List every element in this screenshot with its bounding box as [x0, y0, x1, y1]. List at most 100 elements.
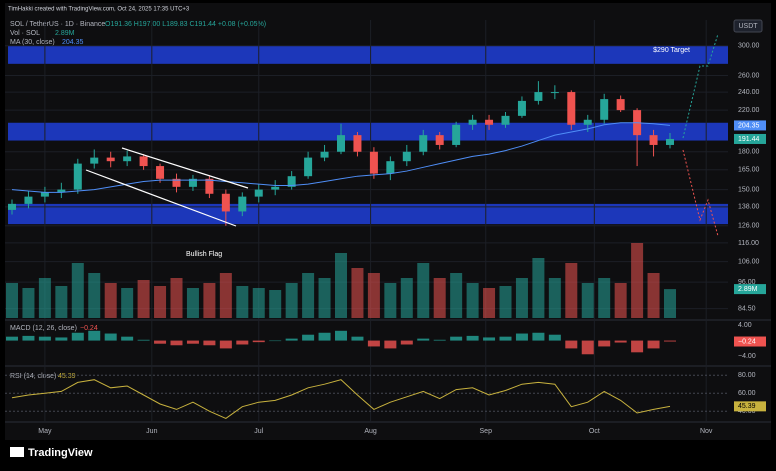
candle-body	[24, 196, 33, 204]
candle-body	[90, 157, 99, 164]
candle-body	[468, 119, 477, 125]
y-tick-label: −4.00	[738, 353, 756, 360]
candle-body	[123, 156, 132, 162]
rsi-line	[11, 379, 671, 419]
volume-bar	[647, 273, 660, 318]
candle-body	[583, 119, 592, 125]
volume-label: 2.89M	[738, 286, 758, 293]
currency-box[interactable]	[733, 19, 763, 33]
candle-body	[139, 156, 148, 167]
macd-bar	[318, 332, 331, 341]
ma-value: 204.35	[62, 39, 84, 46]
macd-bar	[88, 330, 101, 341]
y-tick-label: 150.00	[738, 186, 760, 193]
currency[interactable]: USDT	[738, 23, 758, 30]
last-price-label-bg	[734, 133, 766, 144]
ma-price-label: 204.35	[738, 122, 760, 129]
flag-note: Bullish Flag	[186, 251, 222, 258]
symbol-title: SOL / TetherUS · 1D · Binance	[10, 21, 105, 28]
y-tick-label: 138.00	[738, 204, 760, 211]
macd-bar	[104, 333, 117, 341]
volume-bar	[335, 253, 347, 318]
volume-bar	[88, 273, 101, 318]
macd-bar	[598, 340, 611, 347]
candle-body	[156, 166, 165, 179]
bull-projection	[682, 33, 719, 139]
macd-bar	[302, 334, 315, 341]
ma-line	[11, 122, 671, 193]
zone	[8, 203, 728, 225]
macd-bar	[384, 340, 397, 349]
rsi-title: RSI (14, close)	[10, 373, 56, 380]
zone	[8, 45, 728, 64]
candle-body	[254, 189, 263, 197]
volume-bar	[433, 278, 446, 318]
logo: TradingView	[28, 447, 93, 459]
candle-body	[287, 176, 296, 187]
candle-body	[40, 192, 49, 197]
macd-bar	[565, 340, 578, 349]
candle-body	[57, 189, 66, 193]
candle-body	[205, 178, 214, 194]
y-tick-label: 4.00	[738, 322, 752, 329]
flag-line	[85, 169, 237, 227]
candle-body	[369, 151, 378, 174]
candle-body	[517, 100, 526, 116]
volume-label-bg	[734, 284, 766, 295]
volume-bar	[137, 280, 150, 318]
candle-body	[435, 135, 444, 145]
macd-title: MACD (12, 26, close)	[10, 325, 77, 332]
candle-body	[337, 135, 345, 152]
y-tick-label: 220.00	[738, 107, 760, 114]
volume-bar	[499, 286, 512, 318]
x-tick-label: May	[38, 428, 52, 435]
candle-body	[485, 119, 494, 125]
volume-bar	[532, 258, 545, 318]
volume-bar	[515, 278, 528, 318]
credit: TimHakki created with TradingView.com, O…	[8, 7, 190, 13]
macd-value: −0.24	[80, 325, 98, 332]
macd-bar	[351, 336, 364, 341]
candle-body	[649, 135, 658, 145]
y-tick-label: 80.00	[738, 372, 756, 379]
volume-value: 2.89M	[55, 30, 75, 37]
candle-body	[386, 161, 395, 174]
macd-bar	[483, 337, 496, 341]
volume-bar	[22, 288, 35, 318]
x-tick-label: Jul	[254, 428, 263, 435]
candle-body	[221, 193, 230, 212]
macd-bar	[367, 340, 380, 347]
candle-body	[353, 135, 362, 152]
macd-bar	[38, 336, 51, 341]
volume-bar	[598, 278, 611, 318]
macd-bar	[236, 340, 249, 345]
macd-bar	[203, 340, 216, 346]
last-price-label: 191.44	[738, 136, 760, 143]
macd-bar	[137, 339, 150, 341]
macd-bar	[581, 340, 594, 355]
logo-icon	[10, 447, 24, 457]
macd-bar	[450, 336, 463, 341]
candle-body	[616, 99, 625, 111]
ohlc: O191.36 H197.00 L189.83 C191.44 +0.08 (+…	[105, 21, 266, 28]
volume-bar	[121, 288, 134, 318]
y-tick-label: 165.00	[738, 167, 760, 174]
candle-body	[567, 92, 576, 125]
y-tick-label: 116.00	[738, 240, 759, 247]
y-tick-label: 40.00	[738, 408, 756, 415]
volume-bar	[285, 283, 298, 318]
volume-bar	[384, 283, 397, 318]
volume-bar	[302, 273, 315, 318]
candle-body	[501, 115, 510, 125]
macd-bar	[22, 335, 35, 341]
volume-bar	[252, 288, 265, 318]
volume-bar	[450, 273, 463, 318]
y-tick-label: 240.00	[738, 89, 760, 96]
candle-body	[534, 92, 543, 101]
candle-body	[666, 138, 674, 145]
macd-bar	[647, 340, 660, 349]
candle-body	[320, 151, 329, 158]
macd-bar	[548, 334, 561, 341]
candle-body	[402, 151, 411, 162]
